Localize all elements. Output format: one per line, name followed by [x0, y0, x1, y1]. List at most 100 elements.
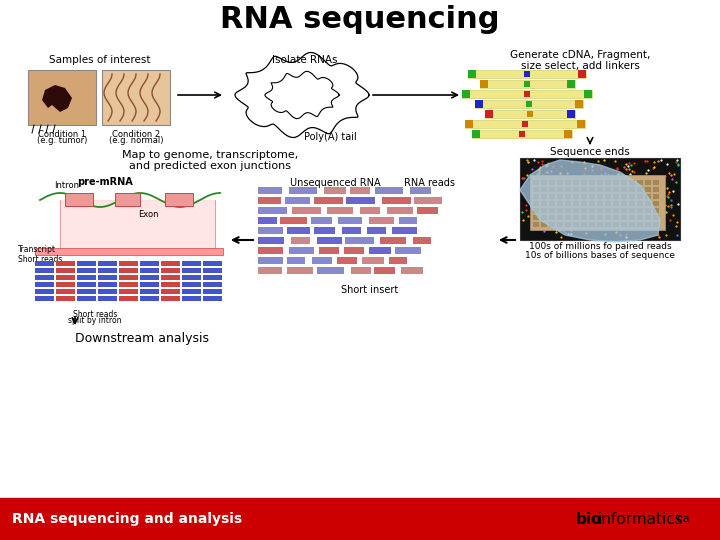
Bar	[645, 180, 651, 185]
Bar	[581, 180, 587, 185]
Bar	[311, 217, 332, 224]
Bar	[629, 215, 635, 220]
Bar	[541, 201, 547, 206]
Bar	[119, 296, 138, 301]
Bar	[351, 267, 371, 274]
Text: Short reads: Short reads	[73, 310, 117, 319]
Bar	[119, 261, 138, 266]
Bar	[98, 261, 117, 266]
Text: Downstream analysis: Downstream analysis	[75, 332, 209, 345]
Bar	[621, 208, 627, 213]
Bar	[392, 227, 417, 234]
Bar	[56, 282, 75, 287]
Text: Unsequenced RNA: Unsequenced RNA	[289, 178, 380, 188]
Bar	[98, 296, 117, 301]
Bar	[533, 208, 539, 213]
Bar	[140, 296, 159, 301]
Bar	[557, 222, 563, 227]
Bar	[317, 267, 344, 274]
Bar	[589, 187, 595, 192]
Text: Short reads: Short reads	[18, 255, 63, 265]
Bar	[475, 100, 583, 108]
Bar	[182, 282, 201, 287]
Text: Sequence ends: Sequence ends	[550, 147, 630, 157]
Text: Poly(A) tail: Poly(A) tail	[304, 132, 356, 142]
Bar	[581, 215, 587, 220]
Bar	[653, 187, 659, 192]
Bar	[35, 248, 223, 255]
Text: pre-mRNA: pre-mRNA	[77, 177, 133, 187]
Bar	[35, 289, 54, 294]
Bar	[605, 215, 611, 220]
Bar	[28, 70, 96, 125]
Bar	[140, 261, 159, 266]
Bar	[589, 194, 595, 199]
Bar	[161, 282, 180, 287]
Bar	[462, 90, 470, 98]
Bar	[287, 227, 310, 234]
Bar	[541, 194, 547, 199]
Bar	[637, 208, 643, 213]
Bar	[258, 247, 283, 254]
Bar	[524, 71, 530, 77]
Text: split by intron: split by intron	[68, 316, 122, 325]
Bar	[258, 227, 283, 234]
Bar	[161, 268, 180, 273]
Bar	[182, 296, 201, 301]
Bar	[401, 267, 423, 274]
Bar	[541, 208, 547, 213]
Bar	[565, 208, 571, 213]
Text: Isolate RNAs: Isolate RNAs	[272, 55, 338, 65]
Bar	[382, 197, 411, 204]
Bar	[417, 207, 438, 214]
Bar	[380, 237, 406, 244]
Bar	[56, 275, 75, 280]
Bar	[115, 193, 140, 206]
Bar	[524, 91, 530, 97]
Bar	[533, 201, 539, 206]
Bar	[605, 194, 611, 199]
Bar	[338, 217, 362, 224]
Text: Condition 2: Condition 2	[112, 130, 160, 139]
Bar	[581, 201, 587, 206]
Bar	[119, 275, 138, 280]
Bar	[613, 222, 619, 227]
Bar	[597, 201, 603, 206]
Bar	[605, 187, 611, 192]
Bar	[578, 70, 586, 78]
Bar	[589, 222, 595, 227]
Bar	[621, 215, 627, 220]
Bar	[389, 257, 407, 264]
Bar	[77, 275, 96, 280]
Bar	[65, 193, 93, 206]
Bar	[589, 215, 595, 220]
Bar	[319, 247, 339, 254]
Polygon shape	[60, 200, 215, 250]
Bar	[342, 227, 361, 234]
Bar	[258, 207, 287, 214]
Bar	[35, 282, 54, 287]
Bar	[653, 208, 659, 213]
Bar	[522, 121, 528, 127]
Bar	[374, 267, 395, 274]
Bar	[557, 201, 563, 206]
Bar	[56, 261, 75, 266]
Bar	[541, 180, 547, 185]
Bar	[573, 201, 579, 206]
Bar	[375, 187, 403, 194]
Bar	[589, 201, 595, 206]
Bar	[541, 215, 547, 220]
Bar	[344, 247, 364, 254]
Bar	[289, 187, 317, 194]
Bar	[629, 222, 635, 227]
Bar	[98, 275, 117, 280]
Bar	[98, 282, 117, 287]
Bar	[653, 222, 659, 227]
Bar	[613, 208, 619, 213]
Polygon shape	[520, 160, 660, 242]
Bar	[35, 268, 54, 273]
Bar	[258, 237, 284, 244]
Text: (e.g. tumor): (e.g. tumor)	[37, 136, 87, 145]
Bar	[581, 187, 587, 192]
Polygon shape	[42, 85, 72, 112]
